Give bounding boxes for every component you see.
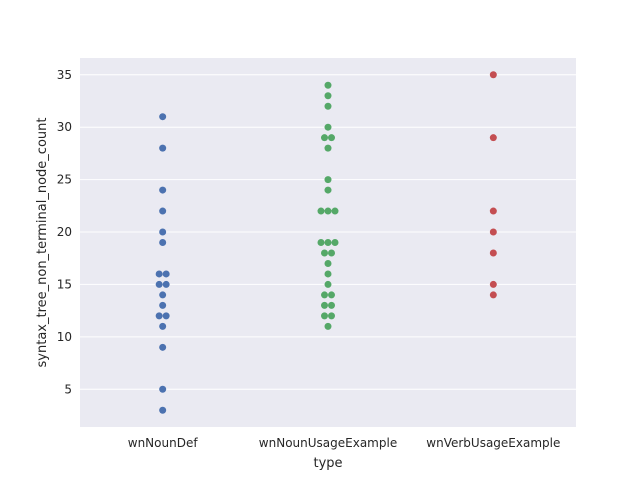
data-point xyxy=(489,207,497,215)
y-tick-label: 30 xyxy=(57,120,72,134)
data-point xyxy=(317,239,325,246)
data-point xyxy=(159,343,167,351)
y-tick-label: 10 xyxy=(57,330,72,344)
data-point xyxy=(328,312,335,320)
data-point xyxy=(317,207,325,215)
data-point xyxy=(324,239,332,246)
data-point xyxy=(155,270,163,278)
data-point xyxy=(155,312,163,320)
x-axis-label: type xyxy=(313,456,342,471)
x-tick-labels: wnNounDef wnNounUsageExample wnVerbUsageEx… xyxy=(128,436,561,450)
data-point xyxy=(321,134,328,142)
data-point xyxy=(162,270,170,278)
data-point xyxy=(324,81,332,89)
y-tick-label: 20 xyxy=(57,225,72,239)
data-point xyxy=(489,228,497,236)
data-point xyxy=(324,322,332,330)
x-tick-label: wnNounDef xyxy=(128,436,199,450)
data-point xyxy=(489,71,497,79)
data-point xyxy=(162,312,170,320)
data-point xyxy=(324,259,332,267)
data-point xyxy=(324,92,332,100)
data-point xyxy=(162,280,170,288)
data-point xyxy=(159,144,167,152)
data-point xyxy=(159,113,167,121)
data-point xyxy=(321,249,328,257)
y-tick-label: 35 xyxy=(57,68,72,82)
data-point xyxy=(489,249,497,257)
data-point xyxy=(159,291,167,299)
data-point xyxy=(489,291,497,299)
data-points xyxy=(155,71,497,414)
data-point xyxy=(328,301,335,309)
data-point xyxy=(321,301,328,309)
data-point xyxy=(331,239,339,246)
data-point xyxy=(159,239,167,246)
data-point xyxy=(159,186,167,194)
data-point xyxy=(324,186,332,194)
data-point xyxy=(155,280,163,288)
data-point xyxy=(328,249,335,257)
data-point xyxy=(324,207,332,215)
x-tick-label: wnVerbUsageExample xyxy=(426,436,560,450)
y-tick-label: 15 xyxy=(57,277,72,291)
y-tick-label: 5 xyxy=(64,382,72,396)
data-point xyxy=(328,291,335,299)
y-axis-label: syntax_tree_non_terminal_node_count xyxy=(35,118,50,368)
data-point xyxy=(324,144,332,152)
data-point xyxy=(159,385,167,393)
data-point xyxy=(331,207,339,215)
data-point xyxy=(324,102,332,110)
data-point xyxy=(324,176,332,184)
data-point xyxy=(159,322,167,330)
y-tick-label: 25 xyxy=(57,173,72,187)
data-point xyxy=(159,228,167,236)
data-point xyxy=(324,280,332,288)
data-point xyxy=(489,280,497,288)
data-point xyxy=(321,312,328,320)
data-point xyxy=(489,134,497,142)
x-tick-label: wnNounUsageExample xyxy=(259,436,397,450)
data-point xyxy=(159,207,167,215)
data-point xyxy=(321,291,328,299)
data-point xyxy=(328,134,335,142)
data-point xyxy=(324,123,332,131)
data-point xyxy=(159,406,167,414)
y-tick-labels: 5 10 15 20 25 30 35 xyxy=(57,68,72,396)
data-point xyxy=(324,270,332,278)
data-point xyxy=(159,301,167,309)
